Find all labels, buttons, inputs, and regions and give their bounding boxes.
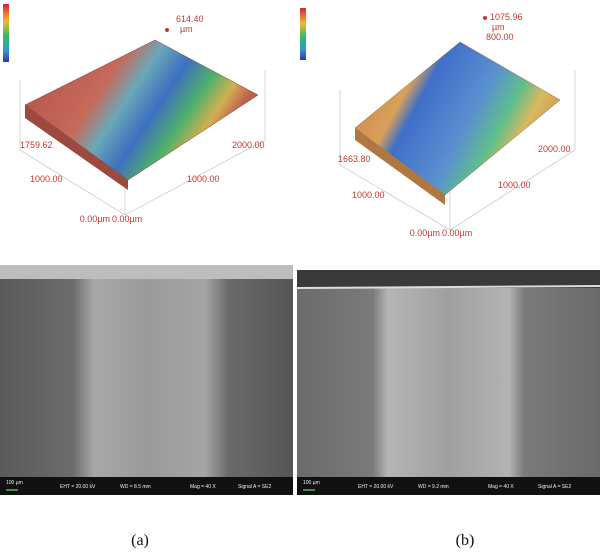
scale-label: 100 µm <box>303 480 320 486</box>
max-label: 614.40 <box>176 14 204 24</box>
surface <box>354 41 561 196</box>
signal: Signal A = SE2 <box>238 484 271 490</box>
eht: EHT = 20.00 kV <box>358 484 394 490</box>
sem-image <box>0 265 293 495</box>
color-legend <box>300 8 306 60</box>
sem-edge-line <box>296 285 600 289</box>
z-label: 1759.62 <box>20 140 53 150</box>
y-origin-label: 0.00µm <box>442 228 472 238</box>
signal: Signal A = SE2 <box>538 484 571 490</box>
y-far-label: 2000.00 <box>232 140 265 150</box>
max-unit: µm <box>492 22 505 32</box>
scale-label: 100 µm <box>6 480 23 486</box>
max-marker <box>165 28 169 32</box>
z-label: 1663.80 <box>338 154 371 164</box>
sem-a: 100 µm EHT = 20.00 kV WD = 8.5 mm Mag = … <box>0 265 293 495</box>
y-mid-label: 1000.00 <box>498 180 531 190</box>
info-bar <box>297 477 600 495</box>
y-mid-label: 1000.00 <box>187 174 220 184</box>
x-origin-label: 0.00µm <box>410 228 440 238</box>
wd: WD = 8.5 mm <box>120 484 151 490</box>
mag: Mag = 40 X <box>190 484 216 490</box>
x-origin-label: 0.00µm <box>80 214 110 224</box>
surface-side <box>355 128 445 205</box>
surface-side <box>25 105 128 190</box>
y-origin-label: 0.00µm <box>112 214 142 224</box>
max-label: 1075.96 <box>490 12 523 22</box>
sem-top-edge <box>0 265 293 279</box>
x-mid-label: 1000.00 <box>30 174 63 184</box>
sem-b: 100 µm EHT = 20.00 kV WD = 9.2 mm Mag = … <box>296 270 600 495</box>
color-legend <box>3 4 9 62</box>
eht: EHT = 20.00 kV <box>60 484 96 490</box>
sem-top-edge <box>297 270 600 288</box>
y-far-label: 2000.00 <box>538 144 571 154</box>
sem-image <box>297 270 600 495</box>
caption: (a) <box>131 532 149 549</box>
extra-label: 800.00 <box>486 32 514 42</box>
info-bar <box>0 477 293 495</box>
wd: WD = 9.2 mm <box>418 484 449 490</box>
surface <box>24 39 259 181</box>
profile-a: 614.40 µm 1759.62 2000.00 1000.00 1000.0… <box>3 4 266 224</box>
mag: Mag = 40 X <box>488 484 514 490</box>
max-unit: µm <box>180 24 193 34</box>
caption: (b) <box>456 532 475 549</box>
profile-b: 1075.96 µm 800.00 1663.80 2000.00 1000.0… <box>300 8 576 238</box>
x-mid-label: 1000.00 <box>352 190 385 200</box>
max-marker <box>483 16 487 20</box>
